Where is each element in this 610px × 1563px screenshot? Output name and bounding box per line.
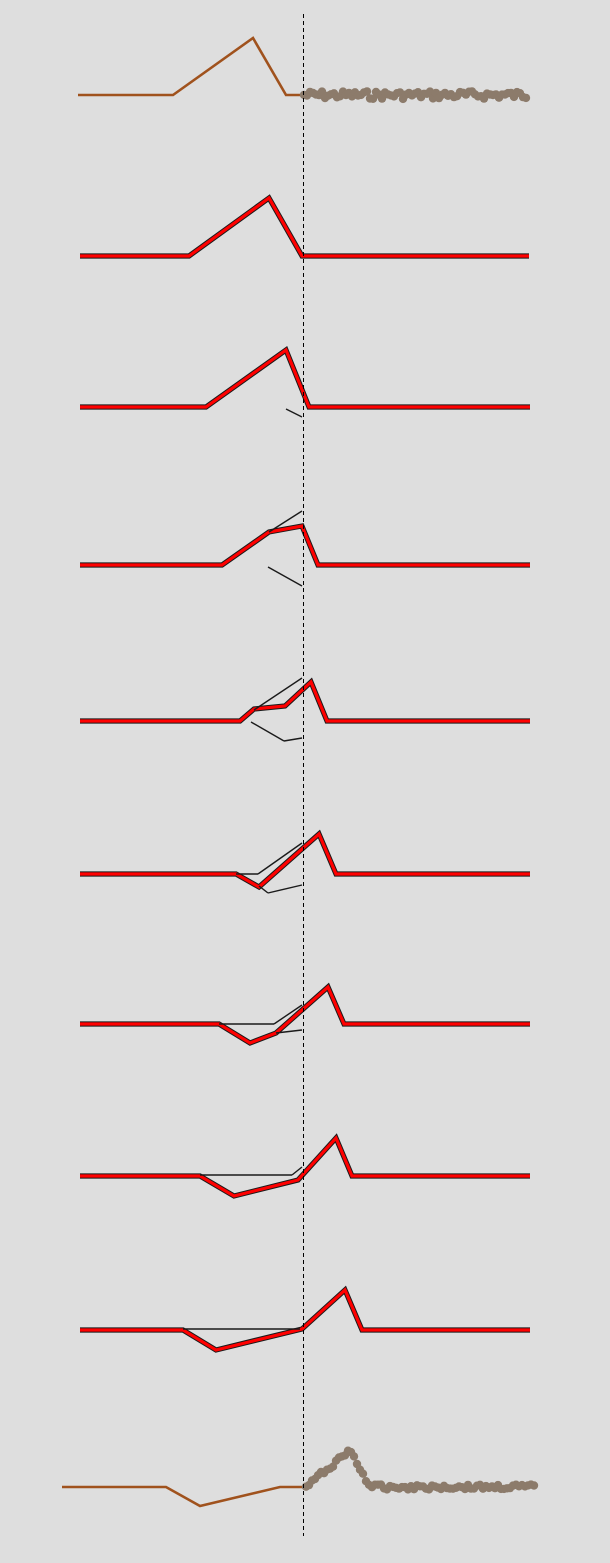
sample-dot <box>362 87 372 96</box>
guide-line-3 <box>268 510 303 533</box>
sample-dot <box>317 87 327 96</box>
guide-line-3 <box>267 566 303 587</box>
reconstruction-line-5 <box>80 831 530 889</box>
reconstruction-line-1 <box>80 195 529 258</box>
reconstruction-outline-5 <box>80 829 530 891</box>
guide-line-6 <box>273 1004 303 1025</box>
reconstruction-outline-7 <box>80 1133 530 1199</box>
reconstruction-outline-6 <box>80 982 530 1046</box>
guide-line-5 <box>267 884 303 894</box>
reconstruction-line-7 <box>80 1135 530 1198</box>
reconstruction-line-6 <box>80 984 530 1045</box>
guide-line-4 <box>250 721 285 742</box>
sample-dot <box>358 1469 368 1478</box>
input-waveform <box>78 36 302 97</box>
reconstruction-line-2 <box>80 347 530 409</box>
sample-dot <box>368 94 378 104</box>
guide-line-6 <box>275 1029 303 1034</box>
reconstruction-line-8 <box>80 1287 530 1352</box>
guide-line-4 <box>283 737 303 742</box>
reconstruction-outline-1 <box>80 194 529 259</box>
sample-dot <box>349 1452 359 1461</box>
sample-dot <box>529 1481 539 1490</box>
guide-line-5 <box>258 885 269 894</box>
guide-line-5 <box>257 842 303 875</box>
sample-dot <box>521 93 531 103</box>
guide-line-2 <box>285 408 303 418</box>
reconstruction-line-4 <box>80 679 530 723</box>
output-waveform <box>62 1485 302 1508</box>
guide-line-7 <box>291 1166 303 1176</box>
guide-line-4 <box>253 677 303 711</box>
reconstruction-outline-8 <box>80 1285 530 1353</box>
reconstruction-line-3 <box>80 524 530 567</box>
